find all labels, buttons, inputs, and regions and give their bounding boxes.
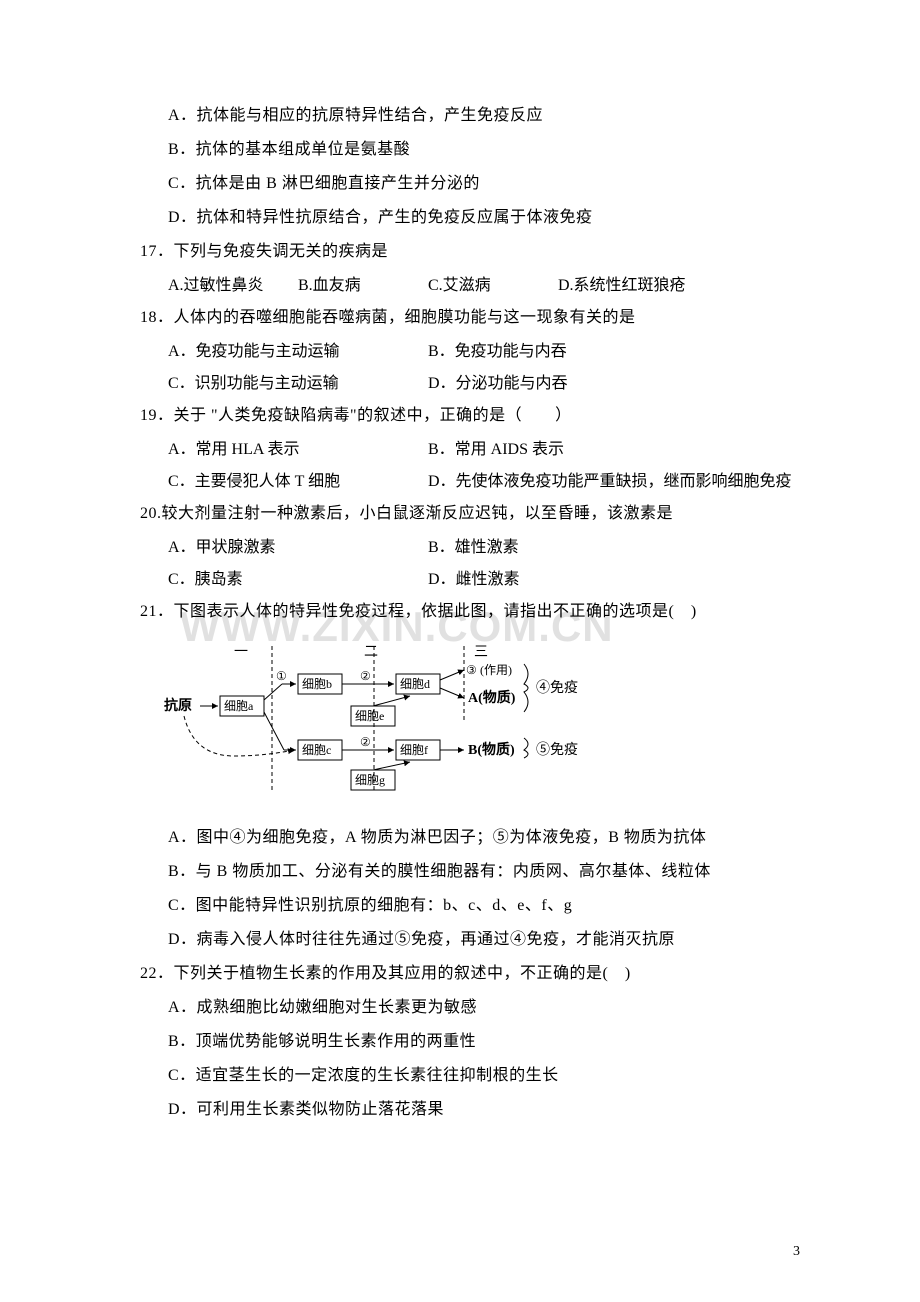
- q21-d: D．病毒入侵人体时往往先通过⑤免疫，再通过④免疫，才能消灭抗原: [140, 924, 800, 956]
- q19-b: B．常用 AIDS 表示: [428, 434, 564, 466]
- q19-stem: 19．关于 "人类免疫缺陷病毒"的叙述中，正确的是（ ）: [140, 400, 800, 432]
- q20-b: B．雄性激素: [428, 532, 519, 564]
- q19-a: A．常用 HLA 表示: [168, 434, 428, 466]
- page-number: 3: [793, 1238, 800, 1266]
- col3-label: 三: [474, 645, 488, 660]
- cell-a: 细胞a: [224, 699, 254, 713]
- q22-stem: 22．下列关于植物生长素的作用及其应用的叙述中，不正确的是( ): [140, 958, 800, 990]
- q21-stem: 21．下图表示人体的特异性免疫过程，依据此图，请指出不正确的选项是( ): [140, 596, 800, 628]
- q20-c: C．胰岛素: [168, 564, 428, 596]
- option-b: B．抗体的基本组成单位是氨基酸: [140, 134, 800, 166]
- option-a: A．抗体能与相应的抗原特异性结合，产生免疫反应: [140, 100, 800, 132]
- cell-f: 细胞f: [400, 743, 428, 757]
- q18-stem: 18．人体内的吞噬细胞能吞噬病菌，细胞膜功能与这一现象有关的是: [140, 302, 800, 334]
- cell-b: 细胞b: [302, 677, 332, 691]
- q22-a: A．成熟细胞比幼嫩细胞对生长素更为敏感: [140, 992, 800, 1024]
- option-c: C．抗体是由 B 淋巴细胞直接产生并分泌的: [140, 168, 800, 200]
- cell-e: 细胞e: [355, 709, 384, 723]
- n4: ④免疫: [536, 680, 578, 696]
- n2-2: ②: [360, 735, 371, 749]
- col1-label: 一: [234, 645, 248, 660]
- n1: ①: [276, 669, 287, 683]
- page-content: A．抗体能与相应的抗原特异性结合，产生免疫反应 B．抗体的基本组成单位是氨基酸 …: [140, 100, 800, 1126]
- immunity-diagram: 一 二 三 抗原 细胞a ① 细胞b ② 细胞d 细胞e ③: [164, 640, 604, 810]
- q19-c: C．主要侵犯人体 T 细胞: [168, 466, 428, 498]
- q22-d: D．可利用生长素类似物防止落花落果: [140, 1094, 800, 1126]
- q22-c: C．适宜茎生长的一定浓度的生长素往往抑制根的生长: [140, 1060, 800, 1092]
- cell-c: 细胞c: [302, 743, 331, 757]
- q18-c: C．识别功能与主动运输: [168, 368, 428, 400]
- n3: ③: [466, 663, 477, 677]
- matB: B(物质): [468, 741, 515, 758]
- q20-a: A．甲状腺激素: [168, 532, 428, 564]
- q17-c: C.艾滋病: [428, 270, 558, 302]
- antigen-label: 抗原: [164, 697, 192, 714]
- q21-c: C．图中能特异性识别抗原的细胞有：b、c、d、e、f、g: [140, 890, 800, 922]
- q17-stem: 17．下列与免疫失调无关的疾病是: [140, 236, 800, 268]
- n5: ⑤免疫: [536, 742, 578, 758]
- q19-d: D．先使体液免疫功能严重缺损，继而影响细胞免疫: [428, 466, 792, 498]
- q17-a: A.过敏性鼻炎: [168, 270, 298, 302]
- q22-b: B．顶端优势能够说明生长素作用的两重性: [140, 1026, 800, 1058]
- cell-d: 细胞d: [400, 677, 430, 691]
- q21-a: A．图中④为细胞免疫，A 物质为淋巴因子；⑤为体液免疫，B 物质为抗体: [140, 822, 800, 854]
- col2-label: 二: [364, 645, 378, 660]
- cell-g: 细胞g: [355, 773, 385, 787]
- q20-stem: 20.较大剂量注射一种激素后，小白鼠逐渐反应迟钝，以至昏睡，该激素是: [140, 498, 800, 530]
- q18-a: A．免疫功能与主动运输: [168, 336, 428, 368]
- q18-b: B．免疫功能与内吞: [428, 336, 567, 368]
- q18-d: D．分泌功能与内吞: [428, 368, 568, 400]
- option-d: D．抗体和特异性抗原结合，产生的免疫反应属于体液免疫: [140, 202, 800, 234]
- n2-1: ②: [360, 669, 371, 683]
- matA: A(物质): [468, 689, 516, 706]
- q17-d: D.系统性红斑狼疮: [558, 270, 718, 302]
- act: (作用): [480, 663, 512, 677]
- q17-b: B.血友病: [298, 270, 428, 302]
- q21-b: B．与 B 物质加工、分泌有关的膜性细胞器有：内质网、高尔基体、线粒体: [140, 856, 800, 888]
- q20-d: D．雌性激素: [428, 564, 520, 596]
